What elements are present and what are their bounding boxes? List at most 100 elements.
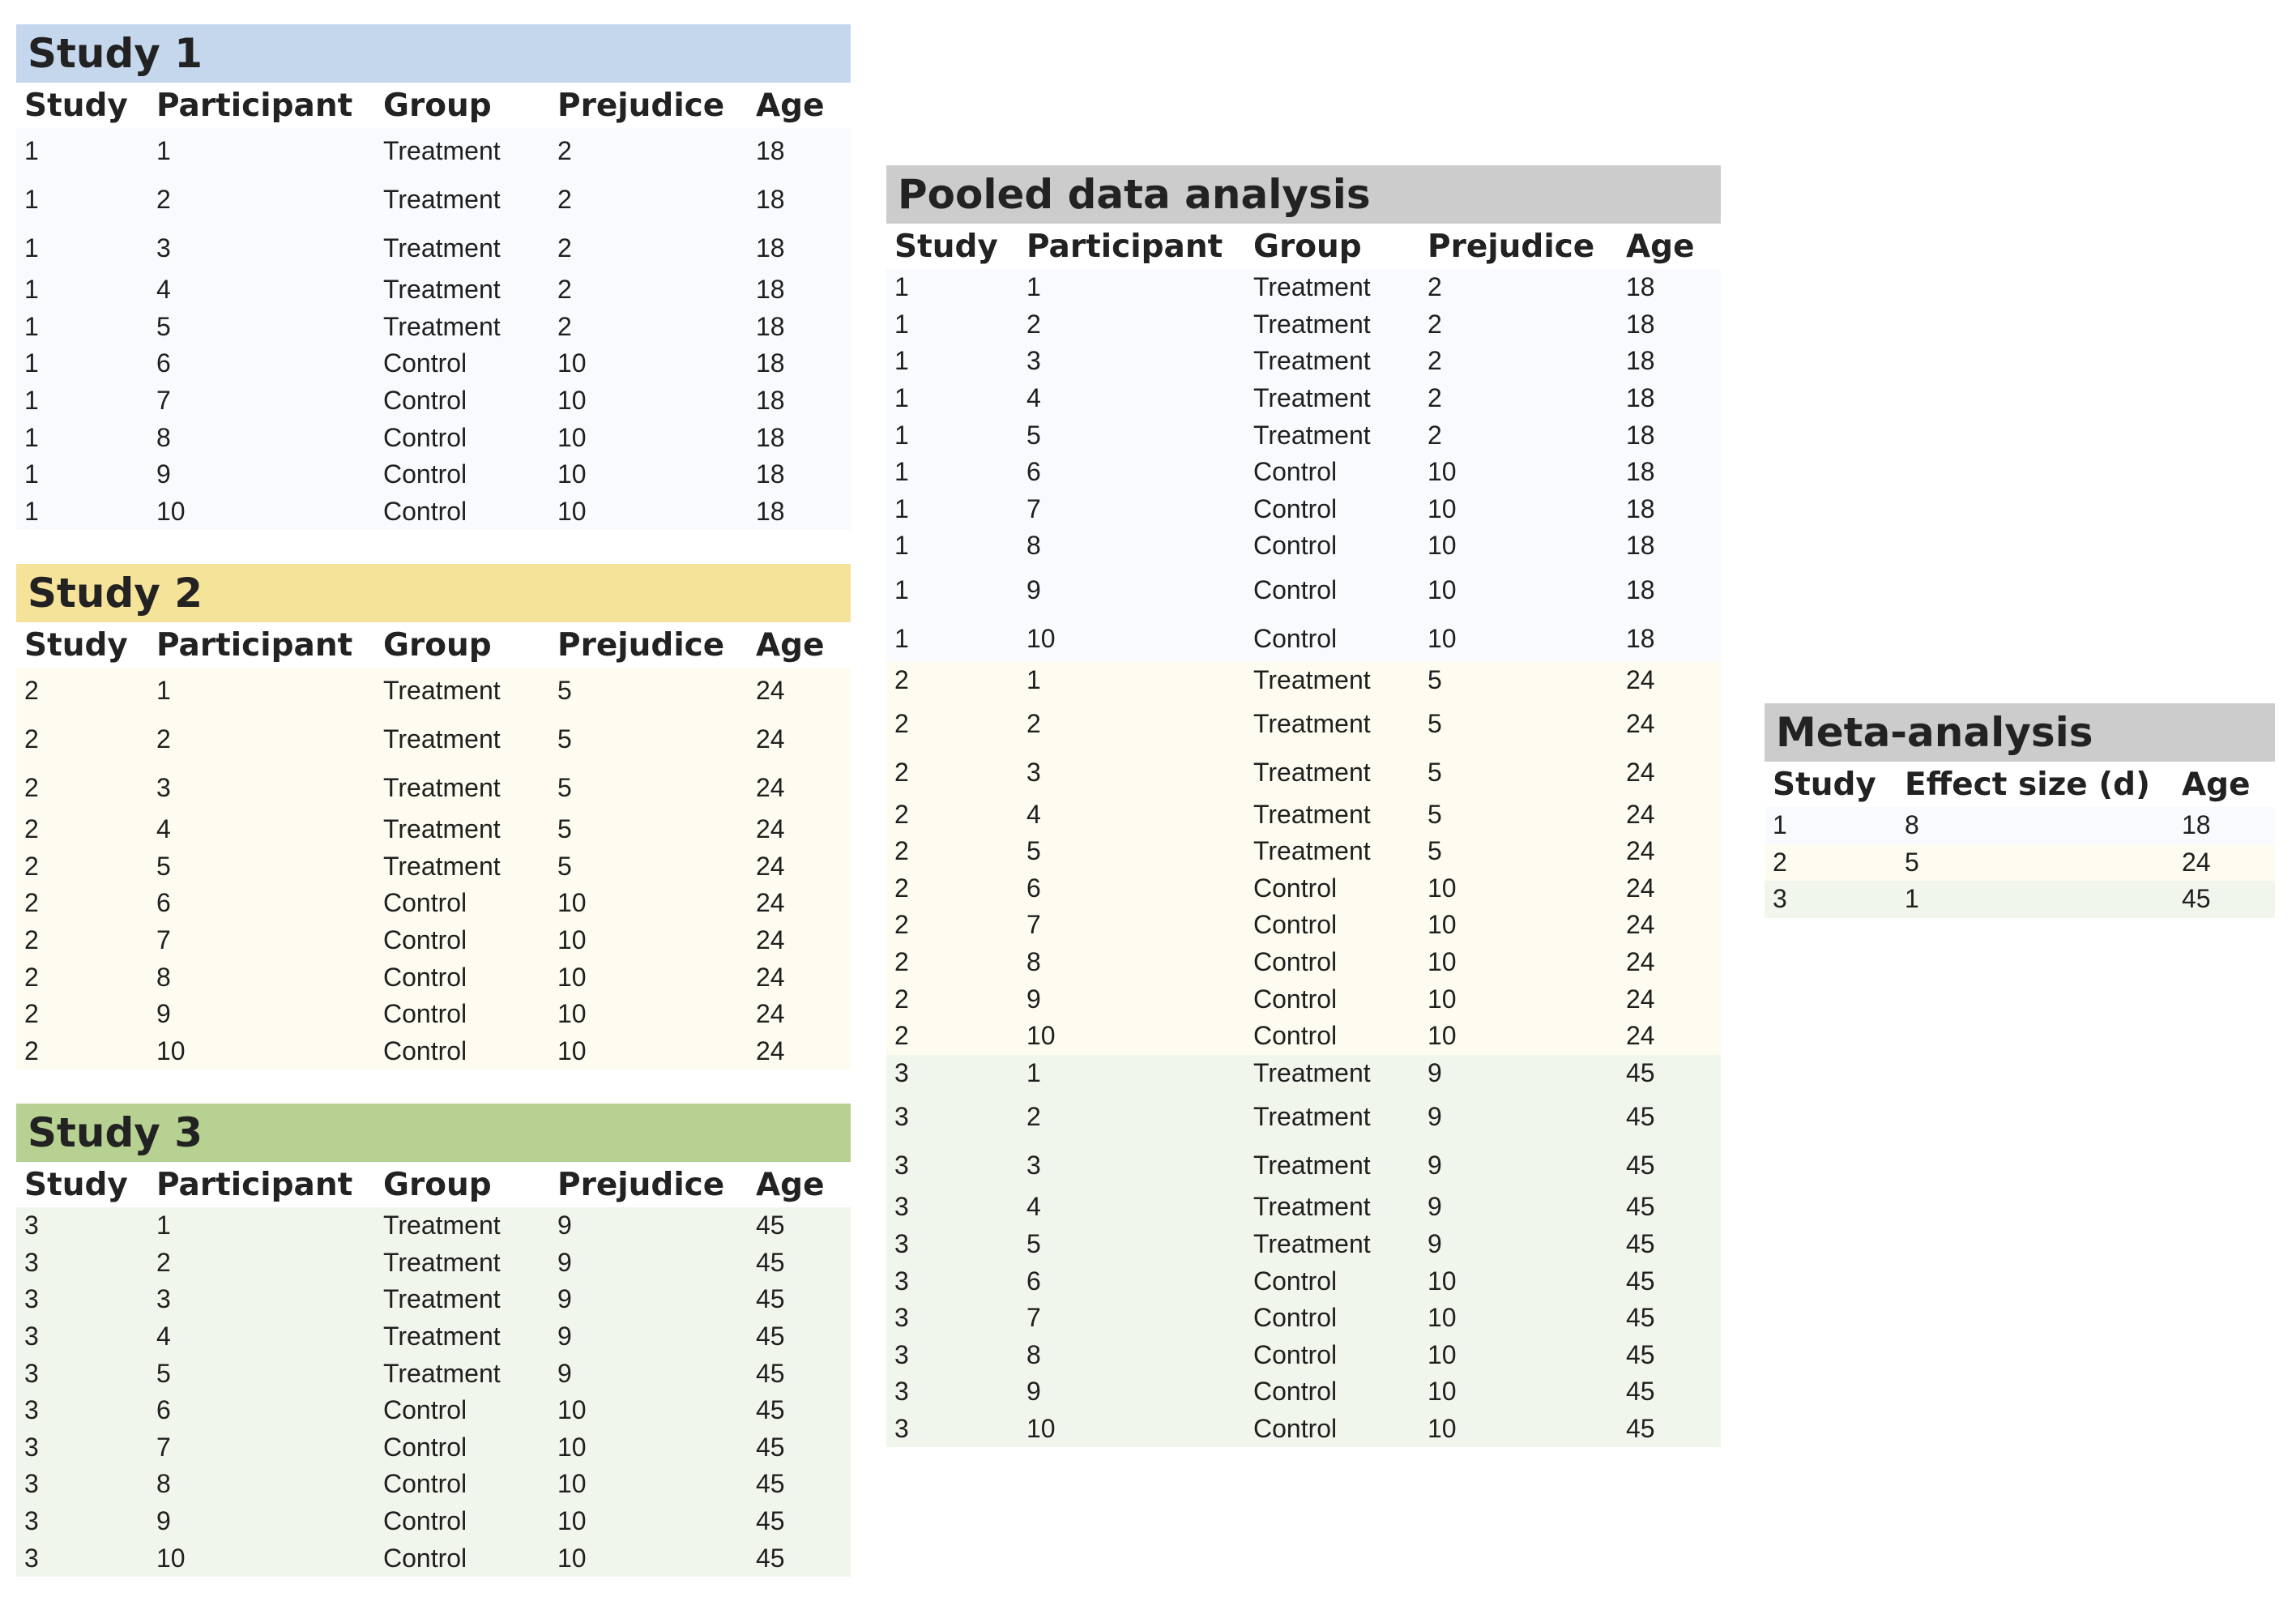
cell-group: Control — [375, 382, 549, 420]
table-row: 1 1 Treatment 2 18 — [16, 128, 851, 174]
table-row: 1 1 Treatment 2 18 — [886, 269, 1721, 306]
table-row: 2 3 Treatment 5 24 — [16, 765, 851, 811]
cell-age: 24 — [1618, 749, 1721, 796]
pooled-header-row: Study Participant Group Prejudice Age — [886, 224, 1721, 269]
meta-table: Study Effect size (d) Age 1 8 18 2 5 24 3 1 45 — [1765, 762, 2275, 918]
cell-participant: 9 — [1018, 1373, 1245, 1411]
table-row: 3 7 Control 10 45 — [886, 1299, 1721, 1337]
cell-group: Control — [1245, 1017, 1419, 1055]
cell-prejudice: 9 — [549, 1317, 748, 1356]
table-row: 1 6 Control 10 18 — [16, 345, 851, 382]
cell-group: Treatment — [1245, 698, 1419, 750]
cell-study: 3 — [16, 1281, 148, 1318]
table-row: 1 10 Control 10 18 — [886, 615, 1721, 662]
cell-prejudice: 5 — [549, 765, 748, 811]
cell-prejudice: 2 — [549, 174, 748, 225]
cell-study: 2 — [886, 698, 1018, 750]
table-row: 3 3 Treatment 9 45 — [886, 1142, 1721, 1189]
cell-group: Control — [375, 455, 549, 493]
cell-prejudice: 10 — [549, 1391, 748, 1429]
cell-age: 45 — [1618, 1054, 1721, 1092]
cell-prejudice: 9 — [549, 1207, 748, 1245]
cell-participant: 2 — [148, 714, 375, 765]
cell-study: 2 — [16, 714, 148, 765]
cell-age: 18 — [2174, 807, 2275, 844]
cell-prejudice: 5 — [1419, 796, 1618, 833]
table-row: 2 7 Control 10 24 — [886, 907, 1721, 944]
table-row: 1 6 Control 10 18 — [886, 453, 1721, 491]
cell-study: 2 — [16, 995, 148, 1033]
cell-prejudice: 10 — [549, 995, 748, 1033]
cell-prejudice: 10 — [549, 1502, 748, 1540]
cell-age: 45 — [748, 1539, 851, 1577]
cell-group: Control — [375, 345, 549, 382]
table-row: 2 3 Treatment 5 24 — [886, 749, 1721, 796]
cell-study: 1 — [886, 564, 1018, 616]
cell-study: 1 — [886, 453, 1018, 491]
cell-group: Treatment — [1245, 1142, 1419, 1189]
cell-participant: 9 — [148, 995, 375, 1033]
cell-age: 18 — [748, 493, 851, 531]
table-row: 1 9 Control 10 18 — [16, 455, 851, 493]
cell-participant: 10 — [148, 493, 375, 531]
cell-study: 3 — [16, 1466, 148, 1503]
cell-study: 1 — [16, 271, 148, 309]
column-header-age: Age — [2182, 766, 2251, 803]
cell-study: 1 — [886, 343, 1018, 380]
table-row: 2 1 Treatment 5 24 — [16, 668, 851, 714]
cell-prejudice: 10 — [1419, 980, 1618, 1018]
cell-effect-size: 8 — [1897, 807, 2174, 844]
cell-age: 18 — [1618, 379, 1721, 417]
cell-prejudice: 10 — [549, 885, 748, 922]
table-row: 2 10 Control 10 24 — [886, 1017, 1721, 1055]
cell-study: 1 — [16, 174, 148, 225]
cell-age: 18 — [748, 382, 851, 420]
cell-prejudice: 10 — [549, 493, 748, 531]
study-2-panel: Study 2 Study Participant Group Prejudice Ag… — [16, 564, 851, 1070]
cell-study: 1 — [16, 493, 148, 531]
table-row: 3 1 45 — [1765, 881, 2275, 918]
table-row: 2 8 Control 10 24 — [886, 943, 1721, 981]
cell-age: 24 — [748, 1032, 851, 1070]
cell-group: Control — [375, 1466, 549, 1503]
cell-prejudice: 10 — [1419, 869, 1618, 907]
column-header-study: Study — [24, 87, 128, 124]
cell-group: Control — [375, 959, 549, 996]
cell-group: Treatment — [375, 128, 549, 174]
table-row: 1 8 18 — [1765, 807, 2275, 844]
cell-group: Control — [1245, 1373, 1419, 1411]
cell-participant: 7 — [1018, 907, 1245, 944]
cell-participant: 1 — [148, 128, 375, 174]
cell-participant: 10 — [1018, 615, 1245, 662]
cell-group: Control — [1245, 907, 1419, 944]
table-row: 2 4 Treatment 5 24 — [16, 811, 851, 848]
cell-study: 1 — [886, 416, 1018, 454]
cell-study: 2 — [16, 921, 148, 959]
cell-study: 1 — [886, 527, 1018, 565]
column-header-participant: Participant — [156, 626, 353, 664]
cell-group: Control — [375, 995, 549, 1033]
cell-prejudice: 10 — [1419, 527, 1618, 565]
cell-group: Control — [1245, 490, 1419, 528]
cell-prejudice: 2 — [1419, 269, 1618, 306]
cell-participant: 5 — [1018, 1225, 1245, 1263]
cell-prejudice: 2 — [549, 225, 748, 271]
cell-group: Treatment — [375, 1244, 549, 1282]
column-header-prejudice: Prejudice — [557, 1166, 725, 1203]
column-header-study: Study — [24, 1166, 128, 1203]
cell-age: 18 — [1618, 343, 1721, 380]
cell-study: 2 — [886, 1017, 1018, 1055]
cell-group: Treatment — [375, 714, 549, 765]
cell-prejudice: 5 — [1419, 661, 1618, 699]
table-row: 3 10 Control 10 45 — [886, 1410, 1721, 1448]
cell-prejudice: 9 — [1419, 1091, 1618, 1143]
cell-study: 3 — [886, 1189, 1018, 1226]
table-row: 1 5 Treatment 2 18 — [886, 416, 1721, 454]
cell-prejudice: 9 — [549, 1281, 748, 1318]
cell-study: 2 — [1765, 843, 1897, 882]
cell-prejudice: 5 — [549, 714, 748, 765]
table-row: 1 7 Control 10 18 — [16, 382, 851, 420]
cell-participant: 6 — [148, 345, 375, 382]
column-header-participant: Participant — [156, 1166, 353, 1203]
table-row: 3 10 Control 10 45 — [16, 1539, 851, 1577]
